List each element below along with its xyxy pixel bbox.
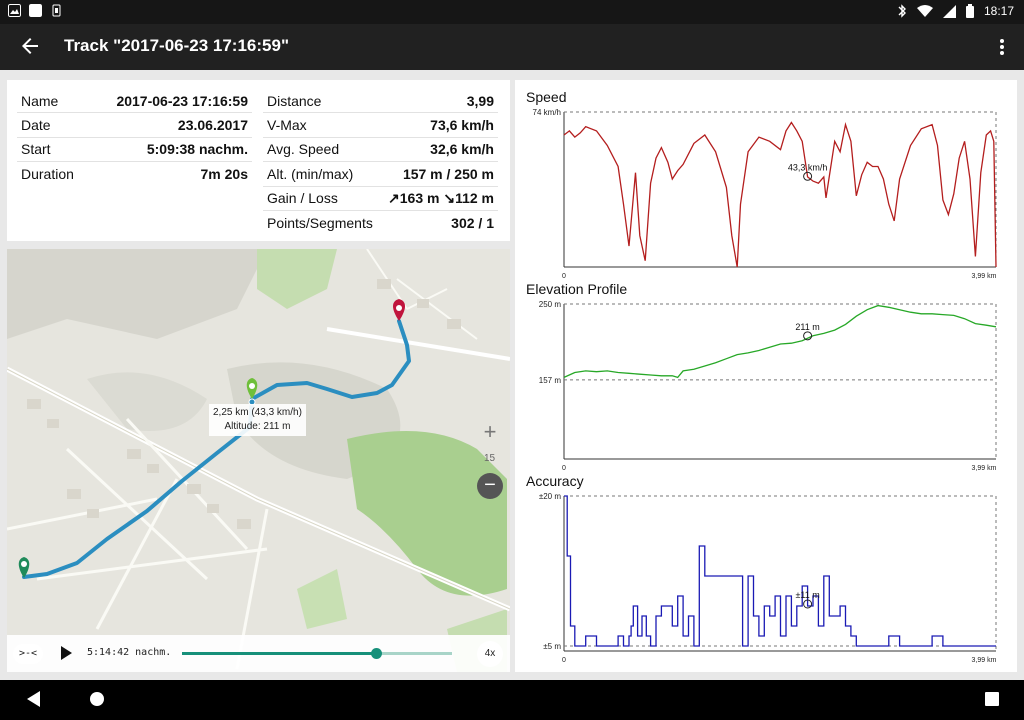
elevation-series-line [563,304,997,379]
signal-icon [942,4,956,18]
info-row-distance: Distance 3,99 [263,89,498,114]
navigation-bar [0,680,1024,720]
end-marker-icon[interactable] [393,299,405,321]
info-row-points: Points/Segments 302 / 1 [263,210,498,234]
speed-marker [803,171,813,181]
bluetooth-icon [898,4,906,18]
info-value: 302 / 1 [451,214,494,231]
more-vert-icon[interactable] [994,36,1010,58]
map-view[interactable]: 2,25 km (43,3 km/h) Altitude: 211 m + 15… [7,249,510,672]
battery-icon [965,4,974,18]
playback-time: 5:14:42 nachm. [87,647,172,658]
info-label: Date [17,112,89,138]
zoom-out-button[interactable]: − [477,473,503,499]
status-bar: 18:17 [0,0,1024,24]
info-label: Alt. (min/max) [263,161,381,187]
info-value: 157 m / 250 m [380,161,498,187]
accuracy-x-min-label: 0 [562,657,566,664]
battery-saver-icon [52,4,61,17]
accuracy-chart-title: Accuracy [526,473,584,489]
info-value: ↗163 m ↘112 m [380,186,498,211]
elevation-marker [803,331,813,341]
elevation-chart-title: Elevation Profile [526,281,628,297]
elevation-x-min-label: 0 [562,465,566,472]
map-info-bubble: 2,25 km (43,3 km/h) Altitude: 211 m [209,404,306,436]
elevation-y-min-label: 157 m [539,376,562,385]
info-label: Points/Segments [267,214,373,231]
info-row-gain-loss: Gain / Loss ↗163 m ↘112 m [263,186,498,211]
playback-slider[interactable] [182,648,452,659]
info-row-avg-speed: Avg. Speed 32,6 km/h [263,137,498,163]
accuracy-marker [803,599,813,609]
info-label: Gain / Loss [263,186,381,211]
info-label: Start [17,137,89,163]
charts-panel: Speed Elevation Profile Accuracy 74 km/h… [515,80,1017,672]
playback-speed-button[interactable]: 4x [477,641,503,667]
arrow-back-icon[interactable] [18,34,42,58]
speed-marker-label: 43,3 km/h [788,162,828,172]
map-info-distance: 2,25 km (43,3 km/h) [213,407,302,418]
speed-x-max-label: 3,99 km [972,273,997,280]
square-icon [29,4,42,17]
info-value: 5:09:38 nachm. [88,137,252,163]
accuracy-y-max-label: ±20 m [539,492,562,501]
elevation-y-max-label: 250 m [539,300,562,309]
start-marker-icon[interactable] [18,557,30,578]
info-value: 32,6 km/h [380,137,498,163]
info-value: 23.06.2017 [88,112,252,138]
elevation-x-max-label: 3,99 km [972,465,997,472]
speed-x-min-label: 0 [562,273,566,280]
accuracy-y-min-label: ±5 m [543,642,561,651]
info-label: Name [17,89,89,114]
info-value: 73,6 km/h [380,112,498,138]
speed-series-line [563,121,997,268]
playback-bar: >-< 5:14:42 nachm. 4x [7,635,510,672]
accuracy-x-max-label: 3,99 km [972,657,997,664]
nav-home-icon[interactable] [87,689,107,709]
info-row-duration: Duration 7m 20s [17,162,252,186]
info-label: Duration [21,165,74,182]
current-position-marker-icon[interactable] [246,378,258,406]
play-icon[interactable] [59,645,73,661]
info-label: Avg. Speed [263,137,381,163]
zoom-level: 15 [484,453,496,464]
map-info-altitude: Altitude: 211 m [224,421,291,432]
info-table-left: Name 2017-06-23 17:16:59 Date 23.06.2017 S… [17,89,252,186]
image-icon [8,4,21,17]
zoom-in-button[interactable]: + [483,419,497,444]
info-value: 7m 20s [200,165,248,182]
page-title: Track "2017-06-23 17:16:59" [64,36,290,55]
info-row-date: Date 23.06.2017 [17,112,252,138]
status-time: 18:17 [983,4,1014,18]
playback-slider-handle[interactable] [371,648,383,659]
nav-recents-icon[interactable] [983,690,1001,708]
playback-slider-fill [182,652,377,655]
track-info-card: Name 2017-06-23 17:16:59 Date 23.06.2017 S… [7,80,510,241]
speed-y-max-label: 74 km/h [533,108,561,117]
speed-chart-title: Speed [526,89,567,105]
map-canvas[interactable] [7,249,510,672]
info-row-name: Name 2017-06-23 17:16:59 [17,89,252,114]
charts-svg: 74 km/h 0 3,99 km 43,3 km/h 250 m 157 m 0 3,99 … [533,108,997,664]
info-value: 3,99 [380,89,498,114]
accuracy-series-line [564,495,996,647]
track-line [22,319,411,579]
info-row-vmax: V-Max 73,6 km/h [263,112,498,138]
info-label: V-Max [263,112,381,138]
info-value: 2017-06-23 17:16:59 [88,89,252,114]
elevation-marker-label: 211 m [795,322,819,332]
nav-back-icon[interactable] [24,689,42,709]
swap-direction-button[interactable]: >-< [13,644,43,664]
info-row-start: Start 5:09:38 nachm. [17,137,252,163]
accuracy-marker-label: ±11 m [795,590,819,600]
app-bar: Track "2017-06-23 17:16:59" [0,24,1024,70]
info-table-right: Distance 3,99 V-Max 73,6 km/h Avg. Speed 32… [263,89,498,234]
info-row-altitude: Alt. (min/max) 157 m / 250 m [263,161,498,187]
info-label: Distance [263,89,381,114]
wifi-icon [916,5,933,17]
